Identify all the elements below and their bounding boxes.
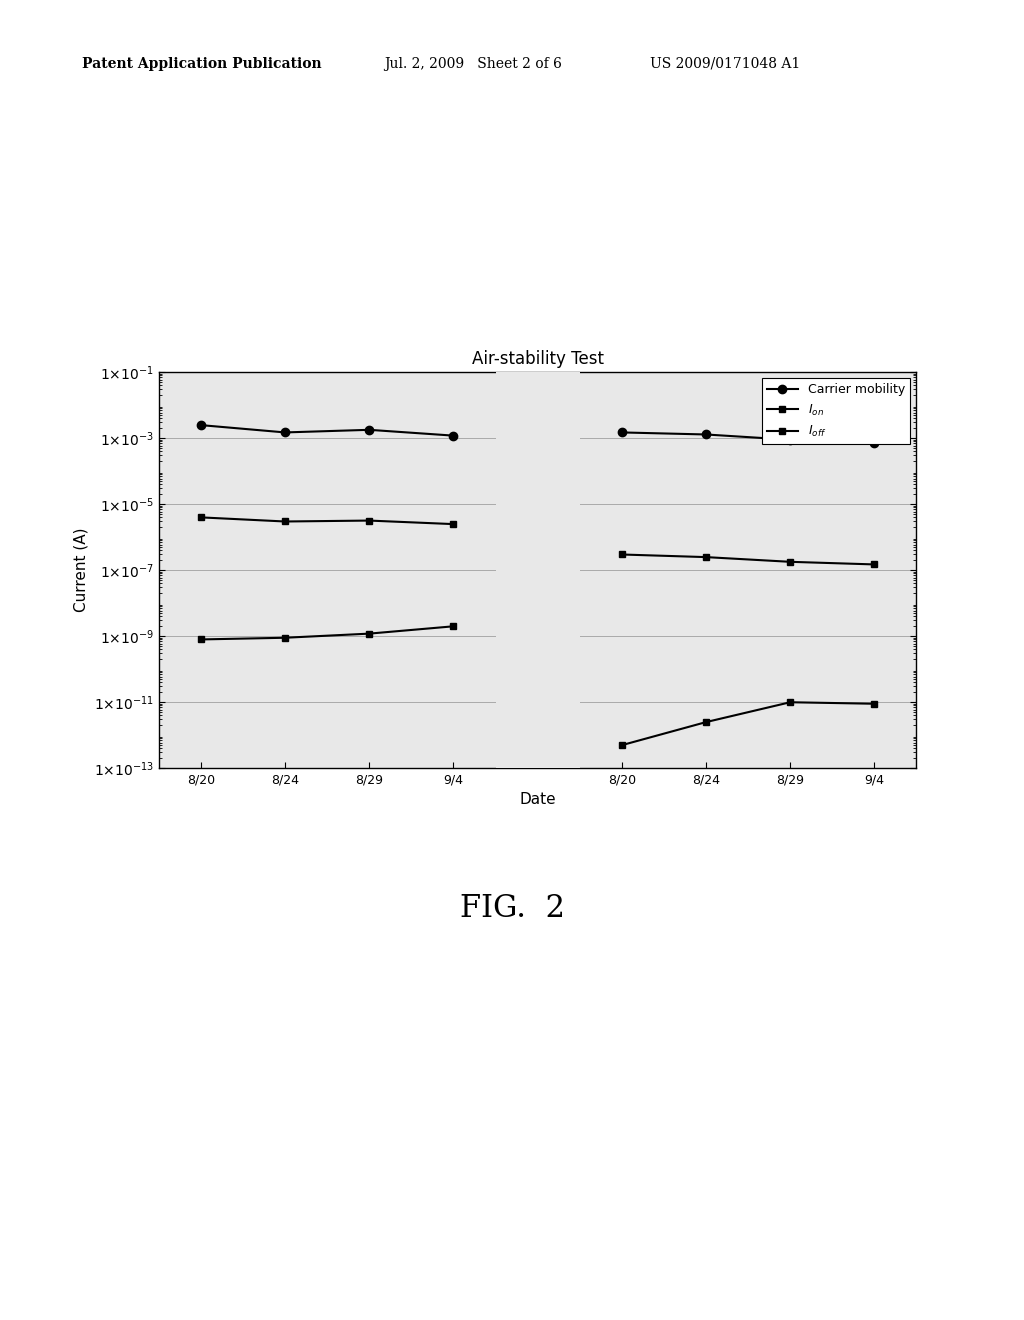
Y-axis label: Current (A): Current (A) (74, 528, 88, 612)
Title: Air-stability Test: Air-stability Test (472, 350, 603, 368)
Text: Patent Application Publication: Patent Application Publication (82, 57, 322, 71)
Legend: Carrier mobility, $I_{on}$, $I_{off}$: Carrier mobility, $I_{on}$, $I_{off}$ (762, 379, 910, 445)
Text: Jul. 2, 2009   Sheet 2 of 6: Jul. 2, 2009 Sheet 2 of 6 (384, 57, 562, 71)
X-axis label: Date: Date (519, 792, 556, 807)
Text: FIG.  2: FIG. 2 (460, 894, 564, 924)
Text: US 2009/0171048 A1: US 2009/0171048 A1 (650, 57, 801, 71)
Bar (496, 372, 580, 768)
